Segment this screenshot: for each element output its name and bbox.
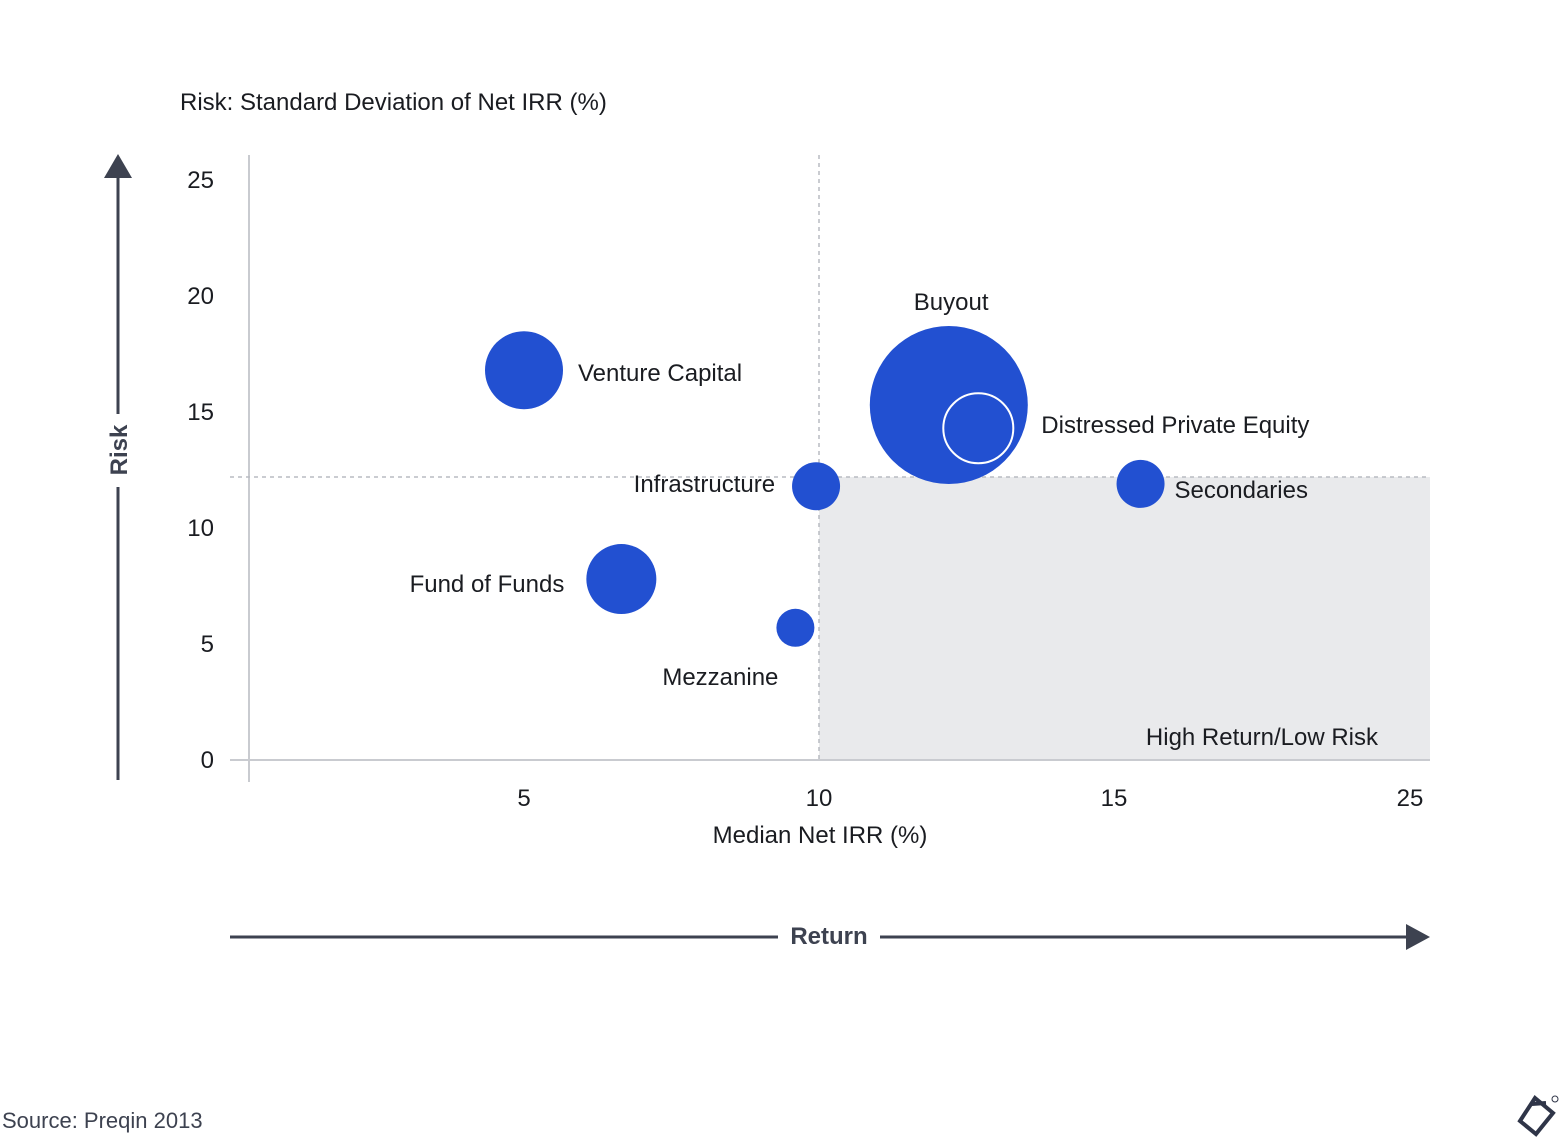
point-label: Mezzanine (662, 664, 778, 691)
y-tick-label: 15 (187, 399, 214, 426)
risk-arrow-label: Risk (106, 424, 133, 475)
risk-arrow-head-icon (104, 154, 132, 178)
y-axis-title: Risk: Standard Deviation of Net IRR (%) (180, 89, 607, 116)
bubble-infrastructure (792, 462, 841, 511)
point-label: Infrastructure (634, 471, 775, 498)
bubble-secondaries (1116, 459, 1165, 508)
y-tick-label: 25 (187, 167, 214, 194)
y-tick-label: 20 (187, 283, 214, 310)
point-label: Secondaries (1175, 477, 1308, 504)
bubble-venture-capital (485, 331, 563, 410)
return-arrow-label: Return (790, 923, 867, 950)
bubble-distressed-private-equity (942, 392, 1015, 465)
point-label: Fund of Funds (410, 571, 565, 598)
source-note: Source: Preqin 2013 (2, 1108, 203, 1133)
return-arrow-head-icon (1406, 924, 1430, 950)
region-label: High Return/Low Risk (1146, 724, 1379, 751)
bubble-fund-of-funds (586, 544, 657, 615)
point-label: Distressed Private Equity (1041, 412, 1309, 439)
x-axis-title: Median Net IRR (%) (713, 822, 928, 849)
x-tick-label: 5 (517, 785, 530, 812)
y-tick-label: 10 (187, 515, 214, 542)
point-label: Buyout (914, 289, 989, 316)
point-label: Venture Capital (578, 360, 742, 387)
x-tick-label: 25 (1397, 785, 1424, 812)
x-tick-label: 15 (1101, 785, 1128, 812)
y-tick-label: 0 (201, 747, 214, 774)
x-tick-label: 10 (806, 785, 833, 812)
toptal-logo-icon (1517, 1095, 1559, 1137)
high-return-low-risk-region (819, 476, 1430, 760)
bubble-mezzanine (776, 608, 815, 647)
y-tick-label: 5 (201, 631, 214, 658)
